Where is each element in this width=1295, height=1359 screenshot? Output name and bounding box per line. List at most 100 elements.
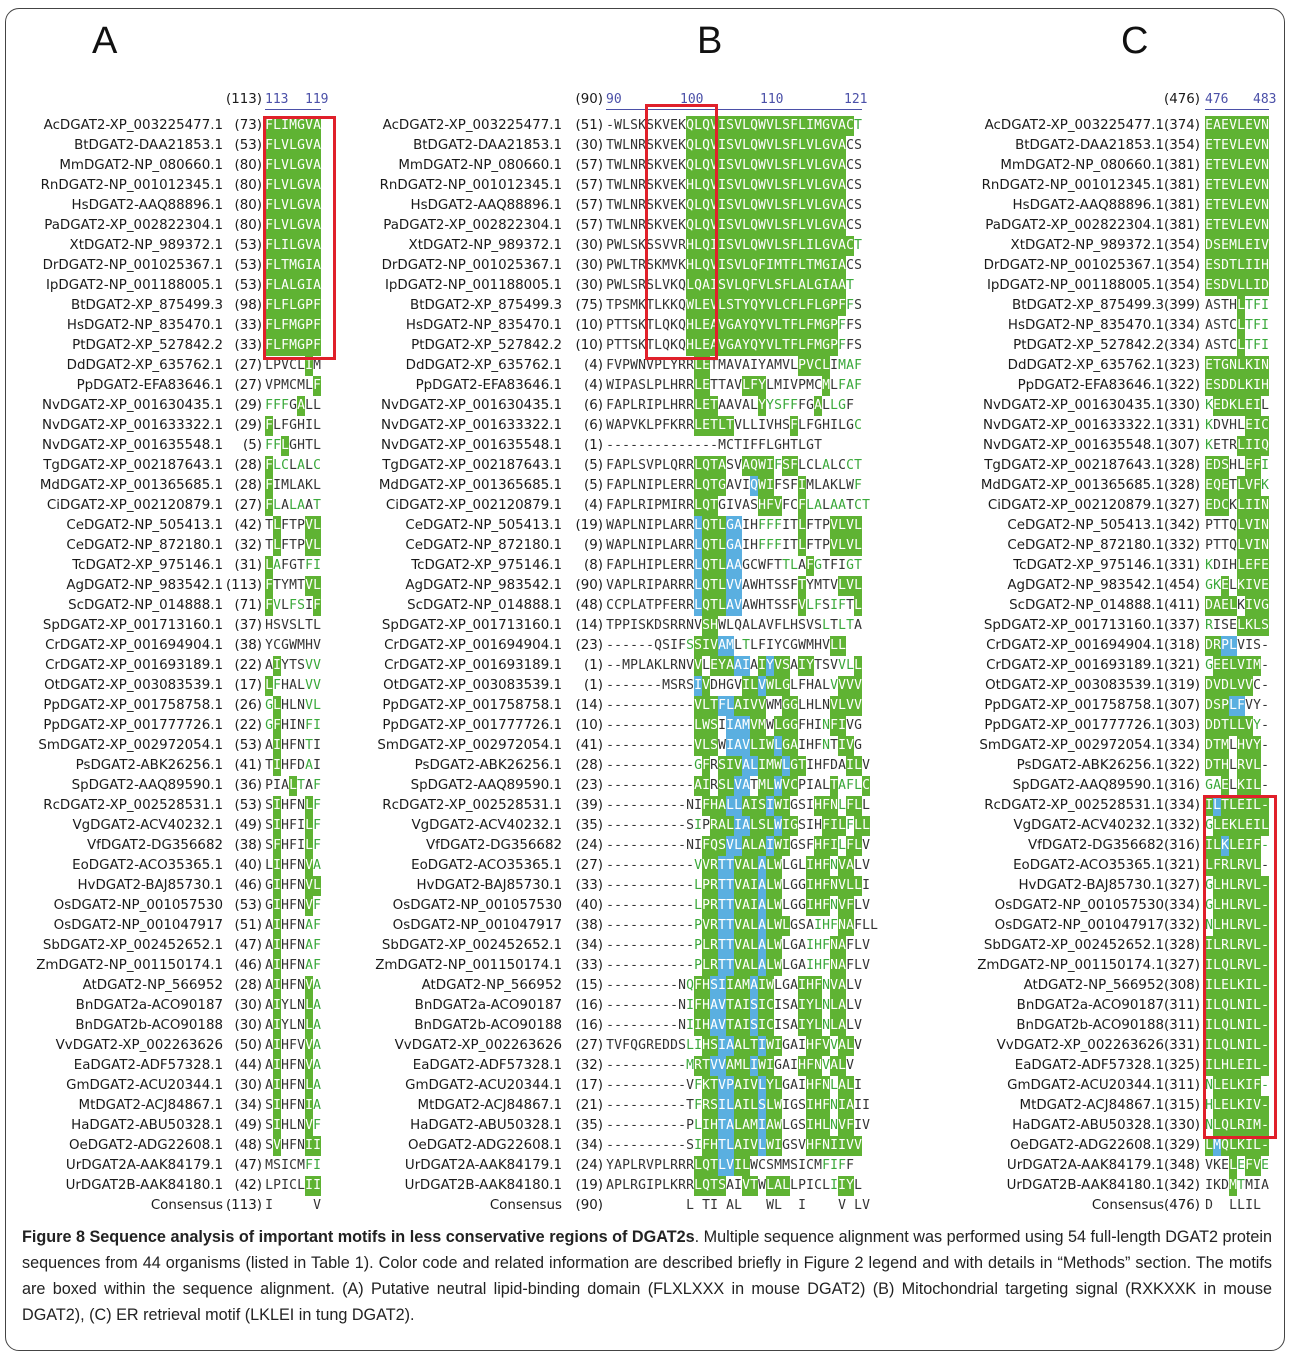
- sequence-start-position: (17): [575, 1078, 604, 1093]
- sequence-name: IpDGAT2-NP_001188005.1: [384, 278, 562, 293]
- sequence-residues: FFLGHTL: [265, 436, 321, 456]
- sequence-name: RcDGAT2-XP_002528531.1: [382, 798, 562, 813]
- sequence-residues: PTTSKTLQKQHLEAVGAYQYVLTFLFMGPFFS: [606, 316, 862, 336]
- sequence-residues: ASTHLTFI: [1205, 296, 1269, 316]
- sequence-residues: ASTCLTFI: [1205, 316, 1269, 336]
- sequence-name: NvDGAT2-XP_001633322.1(331): [982, 418, 1200, 433]
- sequence-name: UrDGAT2B-AAK84180.1: [404, 1178, 562, 1193]
- sequence-residues: LPICLII: [265, 1176, 321, 1196]
- sequence-start-position: (27): [234, 358, 263, 373]
- panel-label-a: A: [92, 20, 118, 62]
- sequence-residues: WIPASLPLHRRLETTAVLFYLMIVPMCMLFAF: [606, 376, 862, 396]
- sequence-residues: TLFTPVL: [265, 516, 321, 536]
- sequence-start-position: (98): [234, 298, 263, 313]
- consensus-label: Consensus: [150, 1198, 223, 1213]
- sequence-residues: IKDMTMIA: [1205, 1176, 1269, 1196]
- sequence-name: BtDGAT2-DAA21853.1: [413, 138, 562, 153]
- sequence-name: CrDGAT2-XP_001694904.1: [45, 638, 223, 653]
- sequence-name: GmDGAT2-ACU20344.1: [405, 1078, 562, 1093]
- sequence-residues: ILRLRVL-: [1205, 936, 1269, 956]
- sequence-residues: -----------VVRTTVALALWLGLIHFNVALV: [606, 856, 870, 876]
- sequence-start-position: (47): [234, 1158, 263, 1173]
- sequence-residues: ----------NIFHALLAISIWIGSIHFNLFLL: [606, 796, 870, 816]
- sequence-start-position: (4): [584, 498, 603, 513]
- sequence-residues: APLRGIPLKRRLQTSAIVTWLALLPICLIIYL: [606, 1176, 862, 1196]
- sequence-start-position: (28): [575, 758, 604, 773]
- sequence-name: NvDGAT2-XP_001633322.1: [380, 418, 562, 433]
- sequence-residues: ILQLNIL-: [1205, 1016, 1269, 1036]
- sequence-residues: LFRLRVL-: [1205, 856, 1269, 876]
- sequence-name: VvDGAT2-XP_002263626: [55, 1038, 223, 1053]
- sequence-name: OsDGAT2-NP_001047917: [392, 918, 562, 933]
- sequence-residues: ----------SIFHTLAIVLWIGSVHFNIIVV: [606, 1136, 862, 1156]
- sequence-name: AtDGAT2-NP_566952: [421, 978, 562, 993]
- sequence-name: SpDGAT2-AAQ89590.1(316): [1012, 778, 1200, 793]
- sequence-residues: -WLSKSKVEKQLQVISVLQWVLSFLIMGVACT: [606, 116, 862, 136]
- sequence-start-position: (10): [575, 318, 604, 333]
- sequence-residues: PTTQLVIN: [1205, 536, 1269, 556]
- ruler-start-position: (90): [575, 92, 604, 107]
- sequence-name: SpDGAT2-AAQ89590.1: [410, 778, 562, 793]
- panel-label-c: C: [1121, 20, 1149, 62]
- sequence-residues: FLFMGPF: [265, 316, 321, 336]
- sequence-start-position: (49): [234, 818, 263, 833]
- sequence-residues: GIHFNVL: [265, 876, 321, 896]
- sequence-residues: ----------VFKTVPAIVLYLGAIHFNLALI: [606, 1076, 862, 1096]
- sequence-start-position: (51): [575, 118, 604, 133]
- sequence-name: SpDGAT2-XP_001713160.1: [381, 618, 562, 633]
- sequence-start-position: (32): [575, 1058, 604, 1073]
- sequence-name: CeDGAT2-NP_505413.1: [405, 518, 562, 533]
- sequence-name: SpDGAT2-XP_001713160.1(337): [983, 618, 1200, 633]
- sequence-start-position: (19): [575, 518, 604, 533]
- sequence-name: PaDGAT2-XP_002822304.1: [383, 218, 562, 233]
- sequence-residues: TWLNRSKVEKQLQVISVLQWVLSFLVLGVACS: [606, 196, 862, 216]
- sequence-start-position: (15): [575, 978, 604, 993]
- sequence-name: BnDGAT2b-ACO90188: [414, 1018, 562, 1033]
- sequence-residues: FAPLNIPLERRLQTGAVIQWIFSFIMLAKLWF: [606, 476, 862, 496]
- sequence-name: MdDGAT2-XP_001365685.1: [39, 478, 223, 493]
- sequence-name: PtDGAT2-XP_527842.2(334): [1013, 338, 1200, 353]
- sequence-residues: WAPLNIPLARRLQTLGAIHFFFITLFTPVLVL: [606, 516, 862, 536]
- sequence-name: OsDGAT2-NP_001047917: [53, 918, 223, 933]
- ruler-line: [606, 109, 862, 110]
- sequence-start-position: (33): [234, 338, 263, 353]
- sequence-residues: EDCKLIIN: [1205, 496, 1269, 516]
- sequence-name: BnDGAT2a-ACO90187: [75, 998, 223, 1013]
- sequence-residues: EAEVLEVN: [1205, 116, 1269, 136]
- sequence-residues: AIHFNAF: [265, 956, 321, 976]
- sequence-start-position: (22): [234, 658, 263, 673]
- figure-caption: Figure 8 Sequence analysis of important …: [22, 1224, 1272, 1328]
- sequence-start-position: (16): [575, 998, 604, 1013]
- sequence-name: PpDGAT2-EFA83646.1: [76, 378, 223, 393]
- sequence-residues: ETEVLEVN: [1205, 216, 1269, 236]
- sequence-residues: -----------VLTFLAIVVWMGGLHLNVLVV: [606, 696, 862, 716]
- sequence-residues: ILQLNIL-: [1205, 1036, 1269, 1056]
- sequence-residues: -----------GFRSIVALIMWLGTIHFDAILV: [606, 756, 870, 776]
- sequence-name: ZmDGAT2-NP_001150174.1: [36, 958, 223, 973]
- sequence-residues: ILQLNIL-: [1205, 996, 1269, 1016]
- sequence-name: DdDGAT2-XP_635762.1: [405, 358, 562, 373]
- sequence-start-position: (34): [575, 938, 604, 953]
- sequence-residues: TWLNRSKVEKQLQVISVLQWVLSFLVLGVACS: [606, 216, 862, 236]
- sequence-residues: PTTSKTLQKQHLEAVGAYQYVLTFLFMGPFFS: [606, 336, 862, 356]
- sequence-start-position: (51): [234, 918, 263, 933]
- sequence-start-position: (53): [234, 898, 263, 913]
- sequence-start-position: (4): [584, 358, 603, 373]
- sequence-start-position: (31): [234, 558, 263, 573]
- sequence-residues: FLVLGVA: [265, 216, 321, 236]
- sequence-name: UrDGAT2A-AAK84179.1: [65, 1158, 223, 1173]
- sequence-residues: NLELKIF-: [1205, 1076, 1269, 1096]
- sequence-start-position: (33): [575, 958, 604, 973]
- sequence-start-position: (9): [584, 538, 603, 553]
- figure-frame: [5, 8, 1285, 1351]
- sequence-name: AtDGAT2-NP_566952: [82, 978, 223, 993]
- sequence-residues: GFHINFI: [265, 716, 321, 736]
- sequence-start-position: (53): [234, 238, 263, 253]
- sequence-name: ScDGAT2-NP_014888.1: [68, 598, 223, 613]
- sequence-start-position: (42): [234, 1178, 263, 1193]
- sequence-residues: WAPVKLPFKRRLETLTVLLIVHSFLFGHILGC: [606, 416, 862, 436]
- sequence-name: CrDGAT2-XP_001694904.1(318): [986, 638, 1200, 653]
- consensus-position: (113): [225, 1198, 262, 1213]
- sequence-residues: LPVCLIM: [265, 356, 321, 376]
- sequence-name: RnDGAT2-NP_001012345.1(381): [981, 178, 1200, 193]
